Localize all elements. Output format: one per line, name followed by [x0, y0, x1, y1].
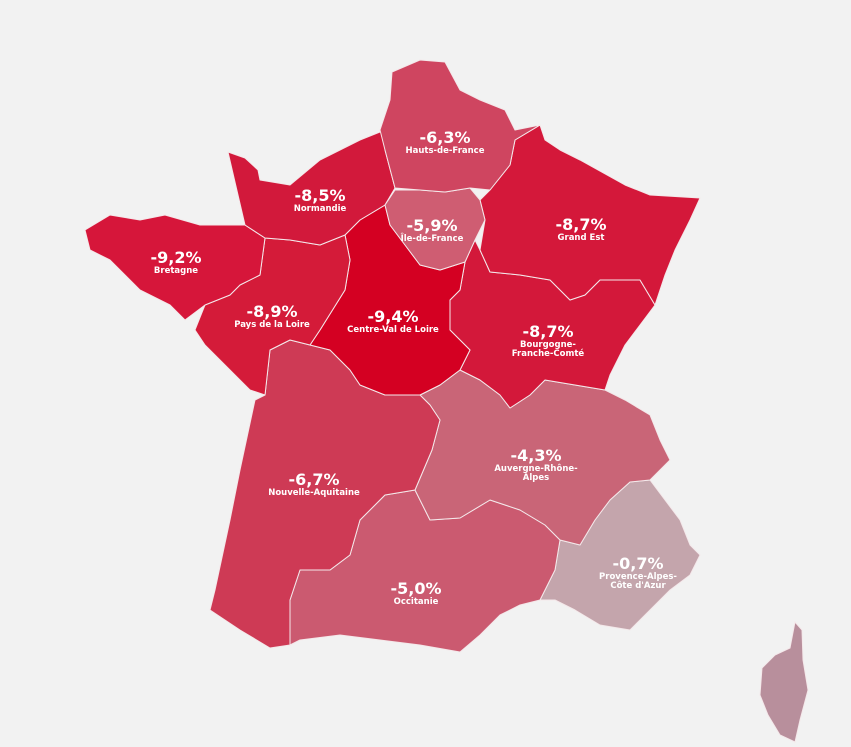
- region: [379, 59, 541, 193]
- value-label: -9,4%: [367, 307, 419, 326]
- region-name: Grand Est: [557, 232, 605, 243]
- region: [84, 214, 266, 321]
- region-label: -9,2% Bretagne: [128, 248, 224, 276]
- region-name: Normandie: [293, 203, 347, 214]
- region-name: Bourgogne-Franche-Comté: [511, 339, 585, 359]
- region-name: Hauts-de-France: [405, 145, 485, 156]
- region-label: -8,5% Normandie: [272, 186, 368, 214]
- value-label: -9,2%: [150, 248, 202, 267]
- region-label: -6,7% Nouvelle-Aquitaine: [266, 470, 362, 498]
- region-label: -8,7% Bourgogne-Franche-Comté: [500, 322, 596, 359]
- value-label: -0,7%: [612, 554, 664, 573]
- value-label: -8,7%: [555, 215, 607, 234]
- region-name: Provence-Alpes-Côte d'Azur: [599, 571, 677, 591]
- region-label: -0,7% Provence-Alpes-Côte d'Azur: [590, 554, 686, 591]
- value-label: -5,0%: [390, 579, 442, 598]
- region-name: Île-de-France: [400, 233, 464, 244]
- region-name: Pays de la Loire: [234, 319, 310, 330]
- region-label: -8,7% Grand Est: [533, 215, 629, 243]
- region-label: -9,4% Centre-Val de Loire: [345, 307, 441, 335]
- region-name: Occitanie: [393, 596, 439, 607]
- value-label: -8,9%: [246, 302, 298, 321]
- region-name: Auvergne-Rhône-Alpes: [494, 463, 578, 483]
- value-label: -5,9%: [406, 216, 458, 235]
- region-label: -8,9% Pays de la Loire: [224, 302, 320, 330]
- value-label: -8,5%: [294, 186, 346, 205]
- region-label: -6,3% Hauts-de-France: [397, 128, 493, 156]
- region-label: -4,3% Auvergne-Rhône-Alpes: [488, 446, 584, 483]
- region-label: -5,0% Occitanie: [368, 579, 464, 607]
- value-label: -8,7%: [522, 322, 574, 341]
- region-name: Centre-Val de Loire: [347, 324, 439, 335]
- region-name: Nouvelle-Aquitaine: [268, 487, 360, 498]
- region-name: Bretagne: [153, 265, 199, 276]
- value-label: -6,7%: [288, 470, 340, 489]
- region-label: -5,9% Île-de-France: [384, 216, 480, 244]
- region: [479, 124, 701, 306]
- value-label: -4,3%: [510, 446, 562, 465]
- value-label: -6,3%: [419, 128, 471, 147]
- corsica: [759, 620, 809, 743]
